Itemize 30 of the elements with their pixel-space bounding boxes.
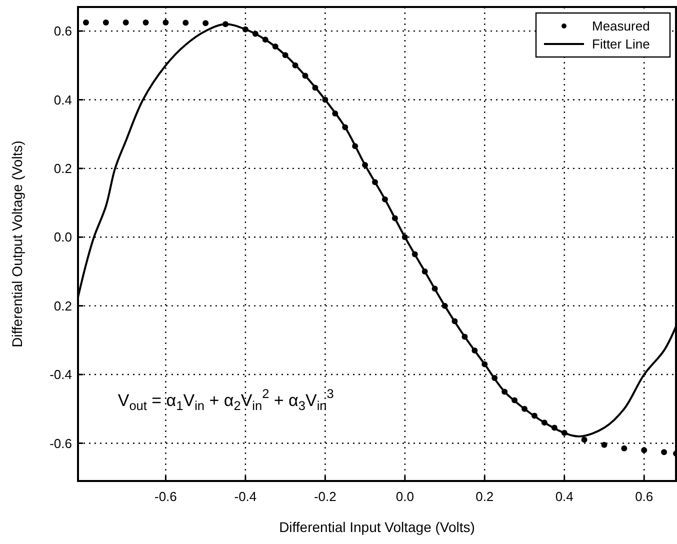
point — [202, 20, 209, 26]
point — [581, 436, 588, 443]
y-tick-label: 0.4 — [54, 92, 72, 108]
x-tick-label: -0.2 — [314, 489, 336, 504]
point — [601, 442, 608, 448]
x-tick-label: 0.6 — [635, 489, 654, 504]
legend-label: Fitter Line — [592, 36, 650, 52]
x-axis-title: Differential Input Voltage (Volts) — [279, 519, 475, 535]
x-tick-label: 0.4 — [555, 489, 574, 504]
x-tick-label: 0.0 — [396, 489, 414, 504]
point — [102, 19, 109, 26]
y-tick-label: 0.2 — [54, 160, 72, 176]
y-tick-label: 0.2 — [54, 298, 72, 314]
point — [142, 19, 149, 26]
x-tick-label: -0.4 — [234, 489, 257, 504]
point — [641, 447, 648, 454]
y-tick-label: 0.0 — [54, 230, 72, 245]
y-tick-label: -0.4 — [50, 367, 72, 382]
x-tick-label: 0.2 — [476, 489, 494, 504]
y-tick-label: 0.6 — [54, 24, 72, 39]
point — [82, 19, 89, 26]
legend-label: Measured — [592, 18, 650, 34]
point — [621, 445, 628, 452]
point — [162, 19, 169, 26]
y-axis-title: Differential Output Voltage (Volts) — [9, 140, 25, 348]
x-tick-label: -0.6 — [154, 489, 177, 504]
point — [122, 19, 129, 26]
point — [661, 449, 668, 456]
point — [182, 20, 189, 26]
y-tick-label: -0.6 — [50, 436, 72, 451]
